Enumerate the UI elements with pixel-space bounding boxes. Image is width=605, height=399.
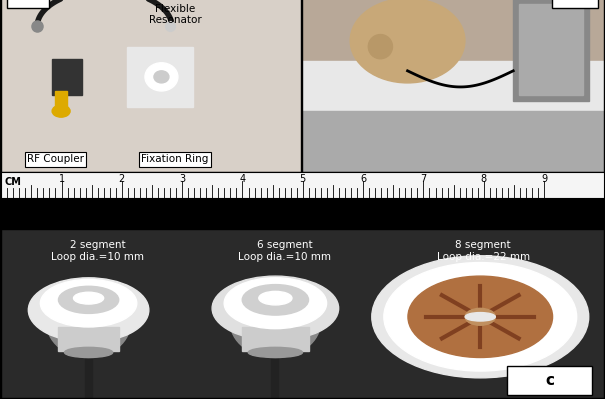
Bar — [59, 327, 119, 351]
Text: 9: 9 — [541, 174, 547, 184]
Text: 8: 8 — [481, 174, 487, 184]
Text: 2: 2 — [119, 174, 125, 184]
Bar — [302, 61, 604, 172]
Ellipse shape — [224, 278, 327, 329]
Ellipse shape — [242, 284, 309, 315]
Text: c: c — [545, 373, 554, 388]
Ellipse shape — [384, 263, 577, 371]
Text: 2 segment
Loop dia.=10 mm: 2 segment Loop dia.=10 mm — [51, 241, 144, 262]
Text: 7: 7 — [420, 174, 427, 184]
Bar — [52, 59, 82, 95]
Ellipse shape — [230, 286, 321, 358]
FancyBboxPatch shape — [7, 0, 49, 8]
Circle shape — [52, 105, 70, 117]
Text: CM: CM — [4, 177, 21, 187]
Text: 6 segment
Loop dia.=10 mm: 6 segment Loop dia.=10 mm — [238, 241, 331, 262]
Ellipse shape — [47, 286, 131, 358]
FancyBboxPatch shape — [508, 366, 592, 395]
Text: 5: 5 — [299, 174, 306, 184]
Ellipse shape — [145, 63, 178, 91]
Circle shape — [465, 312, 495, 321]
Ellipse shape — [372, 256, 589, 378]
Bar — [242, 327, 309, 351]
Ellipse shape — [248, 347, 302, 358]
Text: 1: 1 — [59, 174, 65, 184]
Bar — [55, 91, 67, 111]
Bar — [127, 47, 193, 107]
Ellipse shape — [259, 291, 292, 305]
Ellipse shape — [368, 35, 393, 59]
Ellipse shape — [408, 276, 552, 358]
Bar — [519, 4, 583, 95]
Ellipse shape — [74, 292, 103, 304]
Text: Fixation Ring: Fixation Ring — [141, 154, 209, 164]
Ellipse shape — [65, 347, 113, 358]
Ellipse shape — [28, 278, 149, 342]
Bar — [513, 0, 589, 101]
Text: Flexible
Resonator: Flexible Resonator — [149, 4, 201, 25]
Ellipse shape — [154, 71, 169, 83]
Ellipse shape — [350, 0, 465, 83]
Ellipse shape — [59, 286, 119, 314]
Ellipse shape — [465, 308, 495, 325]
FancyBboxPatch shape — [552, 0, 598, 8]
Ellipse shape — [41, 279, 137, 327]
Text: 4: 4 — [240, 174, 246, 184]
Text: 8 segment
Loop dia.=22 mm: 8 segment Loop dia.=22 mm — [437, 241, 530, 262]
Text: 3: 3 — [179, 174, 185, 184]
Ellipse shape — [212, 276, 339, 341]
Text: RF Coupler: RF Coupler — [27, 154, 83, 164]
Text: 6: 6 — [360, 174, 366, 184]
Bar — [302, 111, 604, 172]
